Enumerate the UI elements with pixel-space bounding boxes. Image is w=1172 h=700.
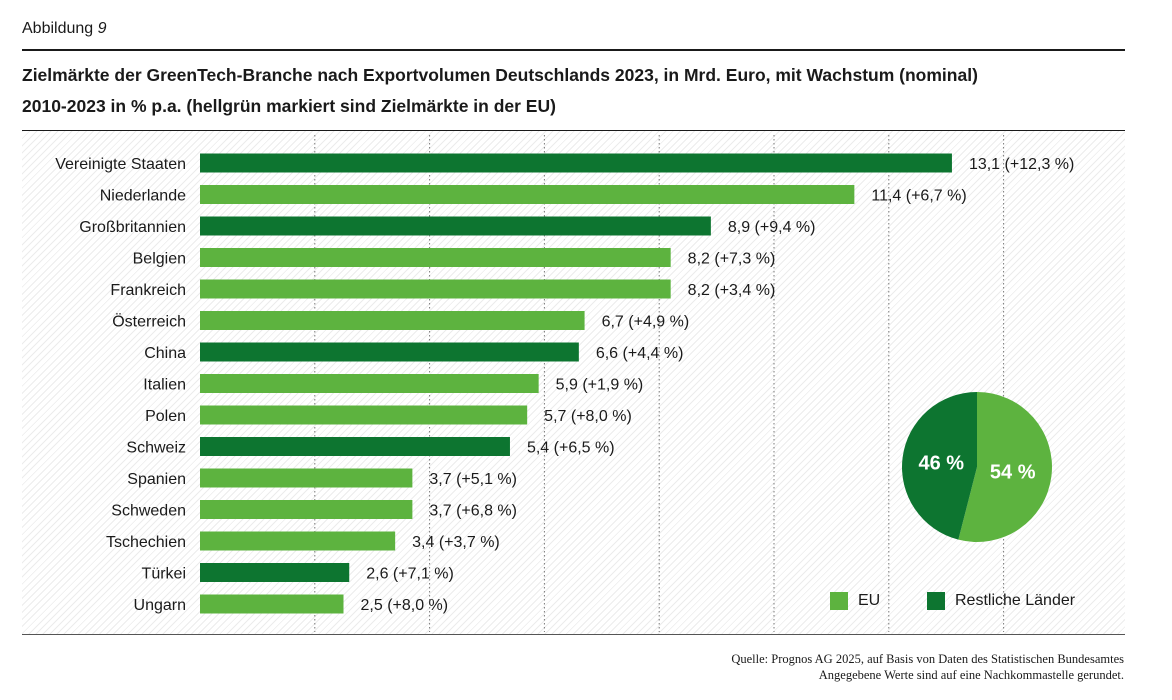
category-label: Ungarn [134,597,186,614]
pie-slice-label: 54 % [990,462,1036,484]
category-label: Tschechien [106,534,186,551]
data-label: 8,9 (+9,4 %) [728,219,816,236]
pie-slice [958,392,1052,542]
bar [200,153,952,173]
category-label: Schweiz [126,440,186,457]
category-label: Niederlande [100,188,186,205]
data-label: 6,6 (+4,4 %) [596,345,684,362]
data-label: 5,7 (+8,0 %) [544,408,632,425]
category-label: Frankreich [110,282,186,299]
bar [200,468,413,488]
bar [200,531,396,551]
top-rule [22,49,1125,51]
legend-item-eu: EU [830,592,880,610]
category-label: Türkei [142,566,186,583]
data-label: 8,2 (+7,3 %) [688,251,776,268]
category-label: Spanien [127,471,186,488]
legend-label-eu: EU [858,592,881,609]
pie-slice [902,392,977,540]
category-label: Schweden [111,503,186,520]
figure-label-text: Abbildung [22,20,94,37]
bar [200,563,350,582]
chart-title-line-1: Zielmärkte der GreenTech-Branche nach Ex… [22,65,978,85]
chart-title-line-2: 2010-2023 in % p.a. (hellgrün markiert s… [22,96,556,116]
figure-number: 9 [97,20,107,37]
data-label: 8,2 (+3,4 %) [688,282,776,299]
bar [200,279,671,299]
bar [200,216,711,236]
source-line-2: Angegebene Werte sind auf eine Nachkomma… [818,668,1124,682]
data-label: 13,1 (+12,3 %) [969,156,1074,173]
data-label: 2,5 (+8,0 %) [361,597,449,614]
chart-title: Zielmärkte der GreenTech-Branche nach Ex… [22,60,1122,122]
title-rule [22,130,1125,131]
bar [200,405,528,425]
bar [200,594,344,614]
figure-label: Abbildung 9 [22,20,107,38]
legend-item-rest: Restliche Länder [927,592,1075,610]
bar [200,185,855,204]
pie-slice-label: 46 % [918,452,964,474]
bar [200,311,585,330]
source-line-1: Quelle: Prognos AG 2025, auf Basis von D… [731,652,1124,666]
data-label: 3,7 (+6,8 %) [429,503,517,520]
category-label: China [144,345,186,362]
bar [200,374,539,393]
bar [200,248,671,267]
category-label: Vereinigte Staaten [55,156,186,173]
data-label: 2,6 (+7,1 %) [366,566,454,583]
data-label: 6,7 (+4,9 %) [602,314,690,331]
legend-label-rest: Restliche Länder [955,592,1076,609]
category-label: Österreich [112,313,186,331]
bar [200,342,579,362]
data-label: 5,9 (+1,9 %) [556,377,644,394]
data-label: 3,7 (+5,1 %) [429,471,517,488]
bottom-rule [22,634,1125,635]
category-label: Großbritannien [79,219,186,236]
legend-swatch-eu [830,592,848,610]
data-label: 11,4 (+6,7 %) [871,188,966,205]
data-label: 5,4 (+6,5 %) [527,440,615,457]
legend-swatch-rest [927,592,945,610]
data-label: 3,4 (+3,7 %) [412,534,500,551]
category-label: Belgien [133,251,186,268]
bar [200,437,510,456]
source-note: Quelle: Prognos AG 2025, auf Basis von D… [731,651,1124,683]
bar [200,500,413,519]
category-label: Italien [143,377,186,394]
category-label: Polen [145,408,186,425]
